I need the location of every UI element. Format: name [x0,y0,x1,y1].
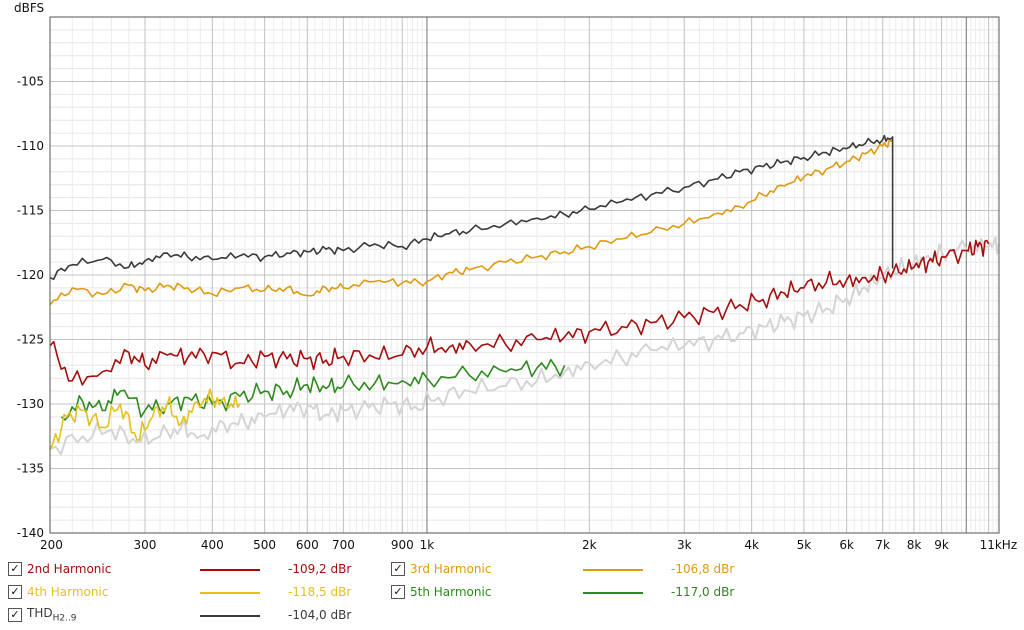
x-tick-label: 3k [677,538,692,552]
y-tick-label: -140 [17,526,44,540]
legend-label-2nd-harmonic: 2nd Harmonic [27,562,112,576]
y-tick-labels: -105 -110 -115 -120 -125 -130 -135 -140 [17,75,44,541]
y-axis-label: dBFS [14,1,44,15]
x-tick-label: 500 [253,538,276,552]
harmonic-distortion-chart: dBFS -105 -110 -115 -120 -125 -130 -135 -140 20… [14,1,1017,552]
series-line-h2 [49,239,990,386]
x-tick-label: 200 [40,538,63,552]
series-line-h5 [60,358,566,421]
series-line-noise [49,236,1000,456]
x-tick-label: 600 [296,538,319,552]
checkbox-5th-harmonic[interactable]: ✓ [391,585,405,599]
x-tick-label: 8k [907,538,922,552]
grid [49,16,999,534]
x-tick-label: 900 [391,538,414,552]
x-tick-label: 4k [744,538,759,552]
x-tick-label: 5k [797,538,812,552]
x-tick-label: 9k [934,538,949,552]
legend-swatch-3rd-harmonic [583,569,643,571]
legend-label-5th-harmonic: 5th Harmonic [410,585,492,599]
checkbox-2nd-harmonic[interactable]: ✓ [8,562,22,576]
legend-label-4th-harmonic: 4th Harmonic [27,585,109,599]
x-tick-label: 1k [420,538,435,552]
checkbox-3rd-harmonic[interactable]: ✓ [391,562,405,576]
legend-label-thd-sub: H2..9 [52,613,77,624]
legend-label-thd-main: THD [27,606,53,620]
x-tick-labels: 200 300 400 500 600 700 900 1k 2k 3k 4k 5k 6k 7k 8k 9k 1… [40,538,1017,552]
y-tick-label: -125 [17,333,44,347]
legend-label-thd: THDH2..9 [27,606,77,623]
legend-value-5th-harmonic: -117,0 dBr [671,585,735,599]
series-layer [49,134,1000,456]
y-tick-label: -120 [17,268,44,282]
legend-value-3rd-harmonic: -106,8 dBr [671,562,735,576]
legend-value-4th-harmonic: -118,5 dBr [288,585,352,599]
y-tick-label: -105 [17,75,44,89]
series-line-thd [49,134,894,281]
checkbox-thd[interactable]: ✓ [8,608,22,622]
legend: ✓ 2nd Harmonic -109,2 dBr ✓ 3rd Harmonic… [0,558,1024,630]
x-tick-label: 700 [332,538,355,552]
y-tick-label: -130 [17,397,44,411]
legend-value-thd: -104,0 dBr [288,608,352,622]
series-line-h3 [49,138,893,306]
x-tick-label: 6k [839,538,854,552]
x-tick-label: 2k [582,538,597,552]
x-tick-label: 11kHz [980,538,1018,552]
plot-frame [49,16,1000,534]
y-tick-label: -115 [17,204,44,218]
legend-label-3rd-harmonic: 3rd Harmonic [410,562,492,576]
legend-value-2nd-harmonic: -109,2 dBr [288,562,352,576]
series-line-h4 [49,388,241,450]
x-tick-label: 7k [875,538,890,552]
legend-swatch-2nd-harmonic [200,569,260,571]
x-tick-label: 400 [201,538,224,552]
checkbox-4th-harmonic[interactable]: ✓ [8,585,22,599]
legend-swatch-4th-harmonic [200,592,260,594]
y-tick-label: -110 [17,139,44,153]
x-tick-label: 300 [134,538,157,552]
legend-swatch-thd [200,615,260,617]
legend-swatch-5th-harmonic [583,592,643,594]
y-tick-label: -135 [17,462,44,476]
